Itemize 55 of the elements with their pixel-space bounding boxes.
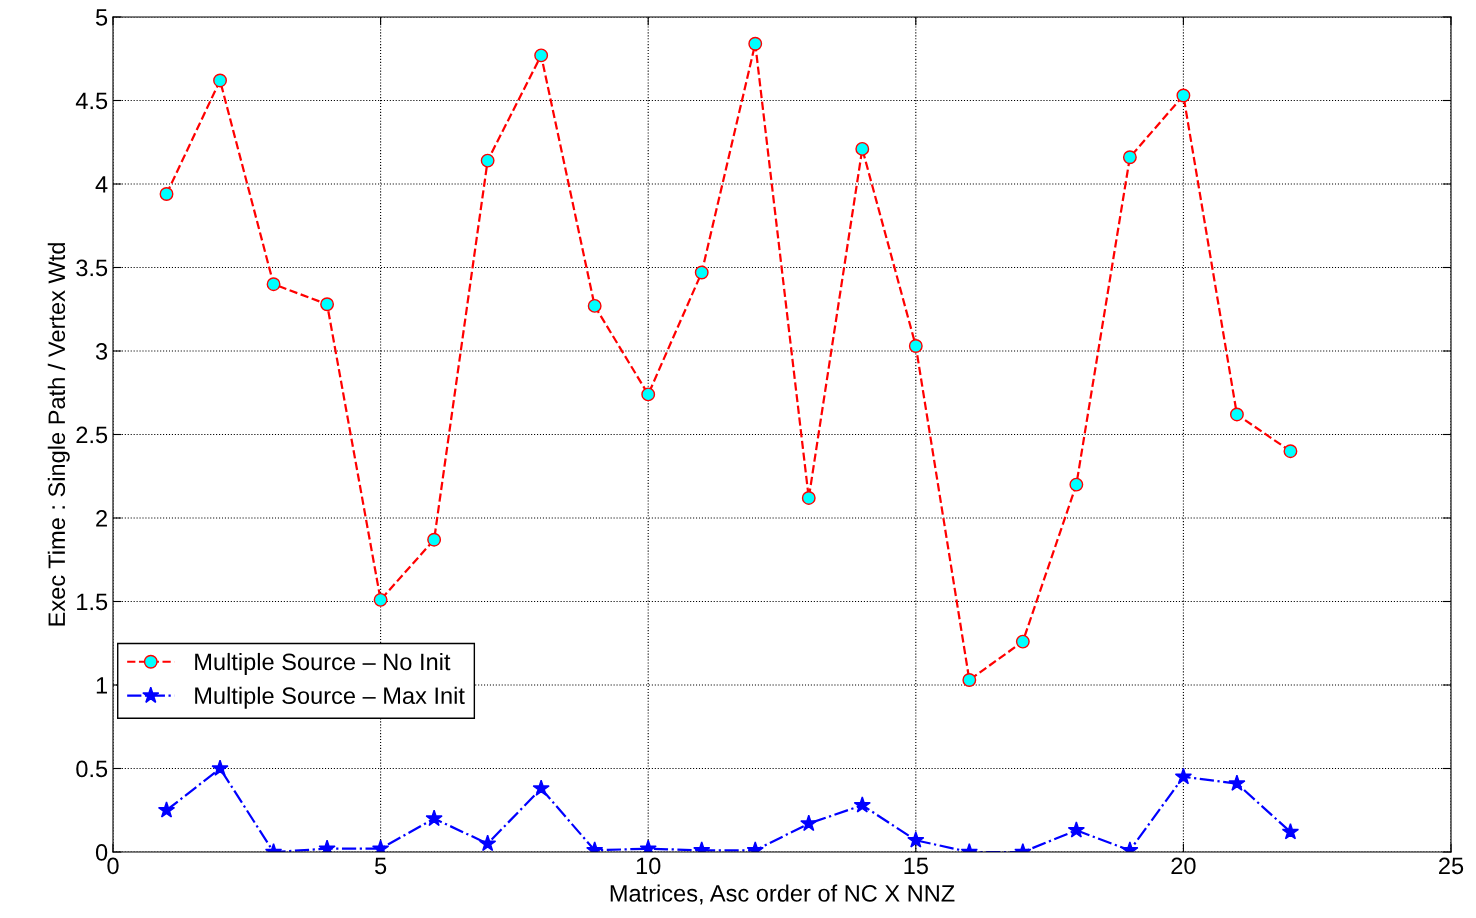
y-tick-label: 2 [96, 510, 107, 527]
point [908, 339, 923, 353]
y-tick-label: 4.5 [75, 92, 108, 110]
x-tick-label: 5 [374, 857, 387, 875]
point [479, 834, 497, 852]
point [587, 298, 602, 313]
point [962, 673, 977, 687]
x-tick-label: 20 [1171, 857, 1196, 875]
point [480, 153, 495, 168]
x-axis-title: Matrices, Asc order of NC X NNZ [610, 884, 955, 905]
legend-label: Multiple Source – Max Init [195, 686, 465, 709]
point [425, 809, 443, 827]
point [907, 831, 925, 848]
point [213, 73, 227, 88]
x-tick-label: 0 [107, 857, 119, 875]
point [748, 36, 763, 51]
y-tick-label: 5 [95, 9, 108, 26]
y-tick-label: 4 [95, 176, 108, 193]
point [427, 532, 442, 547]
point [801, 491, 816, 505]
y-tick-label: 3 [95, 343, 108, 360]
y-tick-label: 3.5 [76, 259, 108, 277]
point [641, 387, 656, 402]
point [1067, 821, 1085, 838]
point [1069, 477, 1084, 492]
point [159, 187, 174, 201]
point [694, 265, 709, 280]
point [1122, 150, 1137, 165]
point [800, 814, 818, 832]
point [1174, 767, 1193, 785]
point [373, 592, 388, 607]
point [1283, 444, 1298, 459]
point [266, 277, 281, 292]
x-tick-label: 25 [1439, 857, 1464, 875]
point [1015, 634, 1030, 649]
point [1281, 822, 1300, 840]
y-tick-label: 2.5 [76, 426, 108, 444]
point [853, 796, 871, 813]
point [1176, 88, 1191, 103]
legend-label: Multiple Source – No Init [195, 652, 451, 675]
point [534, 48, 549, 63]
point [320, 297, 335, 312]
point [855, 141, 870, 156]
y-axis-title: Exec Time : Single Path / Vertex Wtd [47, 243, 70, 626]
y-tick-label: 1.5 [77, 593, 108, 611]
point [211, 759, 229, 776]
y-tick-label: 0.5 [76, 760, 108, 778]
point [1228, 774, 1246, 791]
y-tick-label: 0 [95, 844, 108, 861]
x-tick-label: 15 [904, 857, 928, 875]
x-tick-label: 10 [636, 857, 661, 875]
point [532, 779, 550, 796]
point [157, 801, 176, 818]
y-tick-label: 1 [96, 677, 107, 694]
point [1229, 407, 1244, 422]
